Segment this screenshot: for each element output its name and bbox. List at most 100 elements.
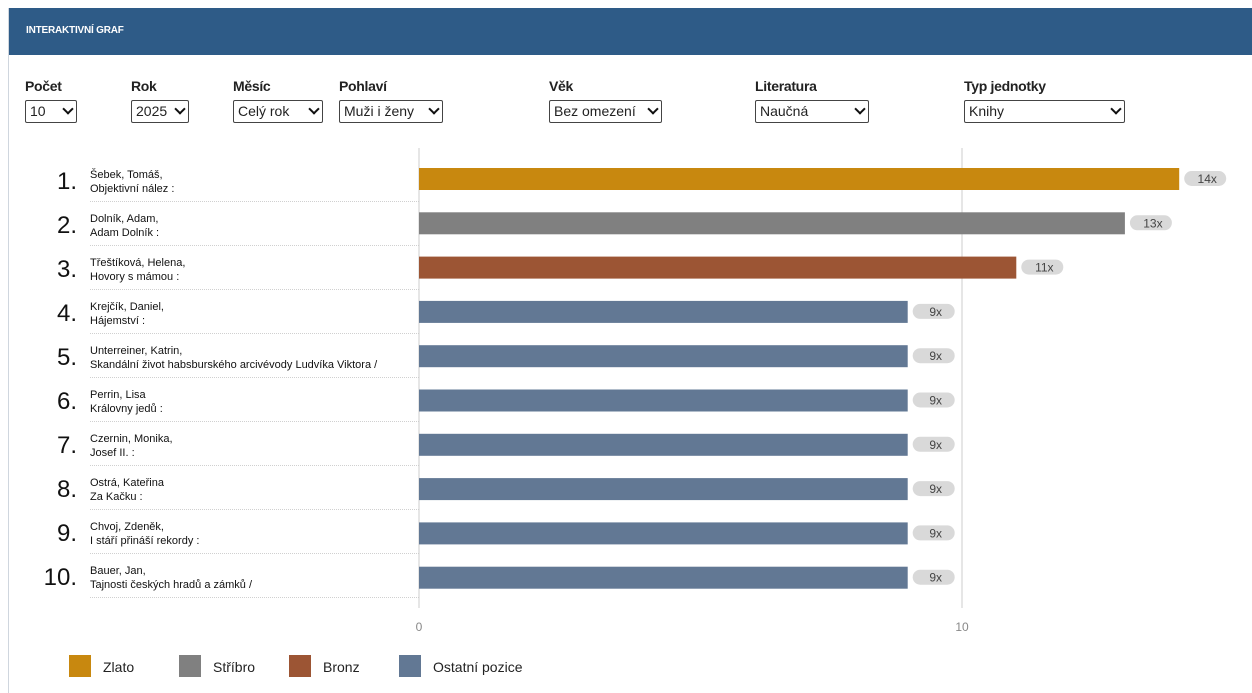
value-label: 11x	[1035, 261, 1053, 275]
value-label: 9x	[929, 571, 942, 585]
chart-panel: INTERAKTIVNÍ GRAF Počet 10 Rok 2025 Měsí…	[8, 8, 1252, 693]
x-tick-label: 0	[416, 620, 423, 634]
filter-label-literatura: Literatura	[755, 78, 817, 94]
select-rok[interactable]: 2025	[131, 100, 189, 123]
book-title: Tajnosti českých hradů a zámků /	[90, 579, 253, 591]
rank-number: 3.	[56, 256, 77, 283]
row-divider	[90, 333, 419, 334]
value-badge	[1129, 215, 1172, 231]
book-author: Perrin, Lisa	[90, 389, 146, 401]
row-divider	[90, 553, 419, 554]
book-author: Ostrá, Kateřina	[90, 477, 164, 489]
filter-pocet: Počet 10	[25, 78, 77, 123]
select-vek[interactable]: Bez omezení	[549, 100, 662, 123]
rank-number: 4.	[56, 300, 77, 327]
chart-row: 5. Unterreiner, Katrin, Skandální život ha…	[9, 334, 419, 378]
select-mesic[interactable]: Celý rok	[233, 100, 323, 123]
bar[interactable]	[419, 300, 908, 323]
filter-label-mesic: Měsíc	[233, 78, 271, 94]
chart-row: 6. Perrin, Lisa Královny jedů :	[9, 378, 419, 422]
legend-label: Bronz	[323, 659, 360, 675]
select-pohlavi[interactable]: Muži i ženy	[339, 100, 443, 123]
select-pocet[interactable]: 10	[25, 100, 77, 123]
select-value: 10	[30, 103, 46, 119]
value-label: 9x	[929, 349, 942, 363]
value-badge	[912, 303, 955, 319]
chart-row: 1. Šebek, Tomáš, Objektivní nález :	[9, 158, 419, 202]
book-title: Hájemství :	[90, 315, 146, 327]
chart-row: 10. Bauer, Jan, Tajnosti českých hradů a z…	[9, 554, 419, 598]
book-title: Královny jedů :	[90, 403, 163, 415]
row-divider	[90, 421, 419, 422]
rank-number: 7.	[56, 432, 77, 459]
select-literatura[interactable]: Naučná	[755, 100, 869, 123]
bar[interactable]	[419, 389, 908, 412]
x-tick-label: 10	[955, 620, 969, 634]
panel-title: INTERAKTIVNÍ GRAF	[26, 25, 124, 36]
chart-row: 7. Czernin, Monika, Josef II. :	[9, 422, 419, 466]
chart-row: 8. Ostrá, Kateřina Za Kačku :	[9, 466, 419, 510]
book-author: Dolník, Adam,	[90, 213, 159, 225]
book-title: Adam Dolník :	[90, 227, 160, 239]
book-title: I stáří přináší rekordy :	[90, 535, 200, 547]
bar[interactable]	[419, 212, 1125, 235]
filter-label-rok: Rok	[131, 78, 157, 94]
book-author: Czernin, Monika,	[90, 433, 173, 445]
filter-label-vek: Věk	[549, 78, 574, 94]
bar[interactable]	[419, 345, 908, 368]
row-divider	[90, 289, 419, 290]
filter-label-typ-jednotky: Typ jednotky	[964, 78, 1046, 94]
book-title: Za Kačku :	[90, 491, 143, 503]
book-author: Unterreiner, Katrin,	[90, 345, 183, 357]
value-label: 14x	[1198, 172, 1217, 186]
filter-literatura: Literatura Naučná	[755, 78, 869, 123]
legend-swatch	[179, 655, 201, 677]
rank-number: 9.	[56, 520, 77, 547]
select-typ-jednotky[interactable]: Knihy	[964, 100, 1125, 123]
rank-number: 8.	[56, 476, 77, 503]
value-label: 9x	[929, 394, 942, 408]
chart-row: 9. Chvoj, Zdeněk, I stáří přináší rekordy …	[9, 510, 419, 554]
bar[interactable]	[419, 478, 908, 501]
value-badge	[1184, 171, 1227, 186]
row-divider	[90, 201, 419, 202]
select-value: Muži i ženy	[344, 103, 415, 119]
rank-number: 5.	[56, 344, 77, 371]
book-author: Třeštíková, Helena,	[90, 257, 186, 269]
filter-typ-jednotky: Typ jednotky Knihy	[964, 78, 1125, 123]
select-value: 2025	[136, 103, 168, 119]
legend-label: Ostatní pozice	[433, 659, 523, 675]
value-label: 9x	[929, 305, 942, 319]
row-divider	[90, 465, 419, 466]
legend-label: Zlato	[103, 659, 135, 675]
value-badge	[912, 436, 955, 452]
bar[interactable]	[419, 566, 908, 589]
rank-number: 6.	[56, 388, 77, 415]
value-badge	[912, 569, 955, 585]
bar[interactable]	[419, 168, 1180, 190]
legend-swatch	[399, 655, 421, 677]
rank-number: 10.	[43, 564, 77, 591]
bar[interactable]	[419, 256, 1017, 279]
row-divider	[90, 377, 419, 378]
bar[interactable]	[419, 522, 908, 545]
legend-swatch	[69, 655, 91, 677]
value-badge	[912, 525, 955, 541]
value-label: 9x	[929, 482, 942, 496]
value-badge	[912, 392, 955, 408]
book-title: Hovory s mámou :	[90, 271, 180, 283]
filter-vek: Věk Bez omezení	[549, 78, 662, 123]
filter-label-pocet: Počet	[25, 78, 62, 94]
chart-row: 3. Třeštíková, Helena, Hovory s mámou :	[9, 246, 419, 290]
rank-number: 1.	[56, 168, 77, 195]
value-badge	[912, 348, 955, 364]
book-author: Šebek, Tomáš,	[90, 169, 163, 181]
legend-label: Stříbro	[213, 659, 256, 675]
value-label: 9x	[929, 526, 942, 540]
value-label: 13x	[1143, 216, 1162, 230]
book-author: Bauer, Jan,	[90, 565, 146, 577]
value-badge	[1021, 259, 1064, 275]
book-title: Objektivní nález :	[90, 183, 175, 195]
bar[interactable]	[419, 433, 908, 456]
value-badge	[912, 481, 955, 497]
